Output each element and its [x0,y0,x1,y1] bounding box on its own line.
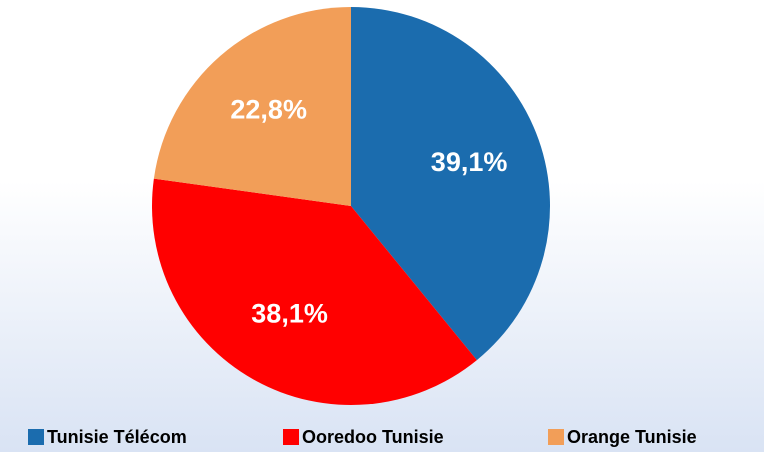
legend-swatch [283,429,299,445]
legend-label: Ooredoo Tunisie [302,427,444,447]
data-label: 38,1% [251,298,328,328]
data-label: 22,8% [230,95,307,125]
pie-slice [152,178,477,406]
data-label: 39,1% [431,147,508,177]
legend-label: Orange Tunisie [567,427,697,447]
legend-swatch [548,429,564,445]
pie-slice [351,7,550,361]
pie-slice [153,7,351,206]
legend-label: Tunisie Télécom [47,427,187,447]
legend-swatch [28,429,44,445]
